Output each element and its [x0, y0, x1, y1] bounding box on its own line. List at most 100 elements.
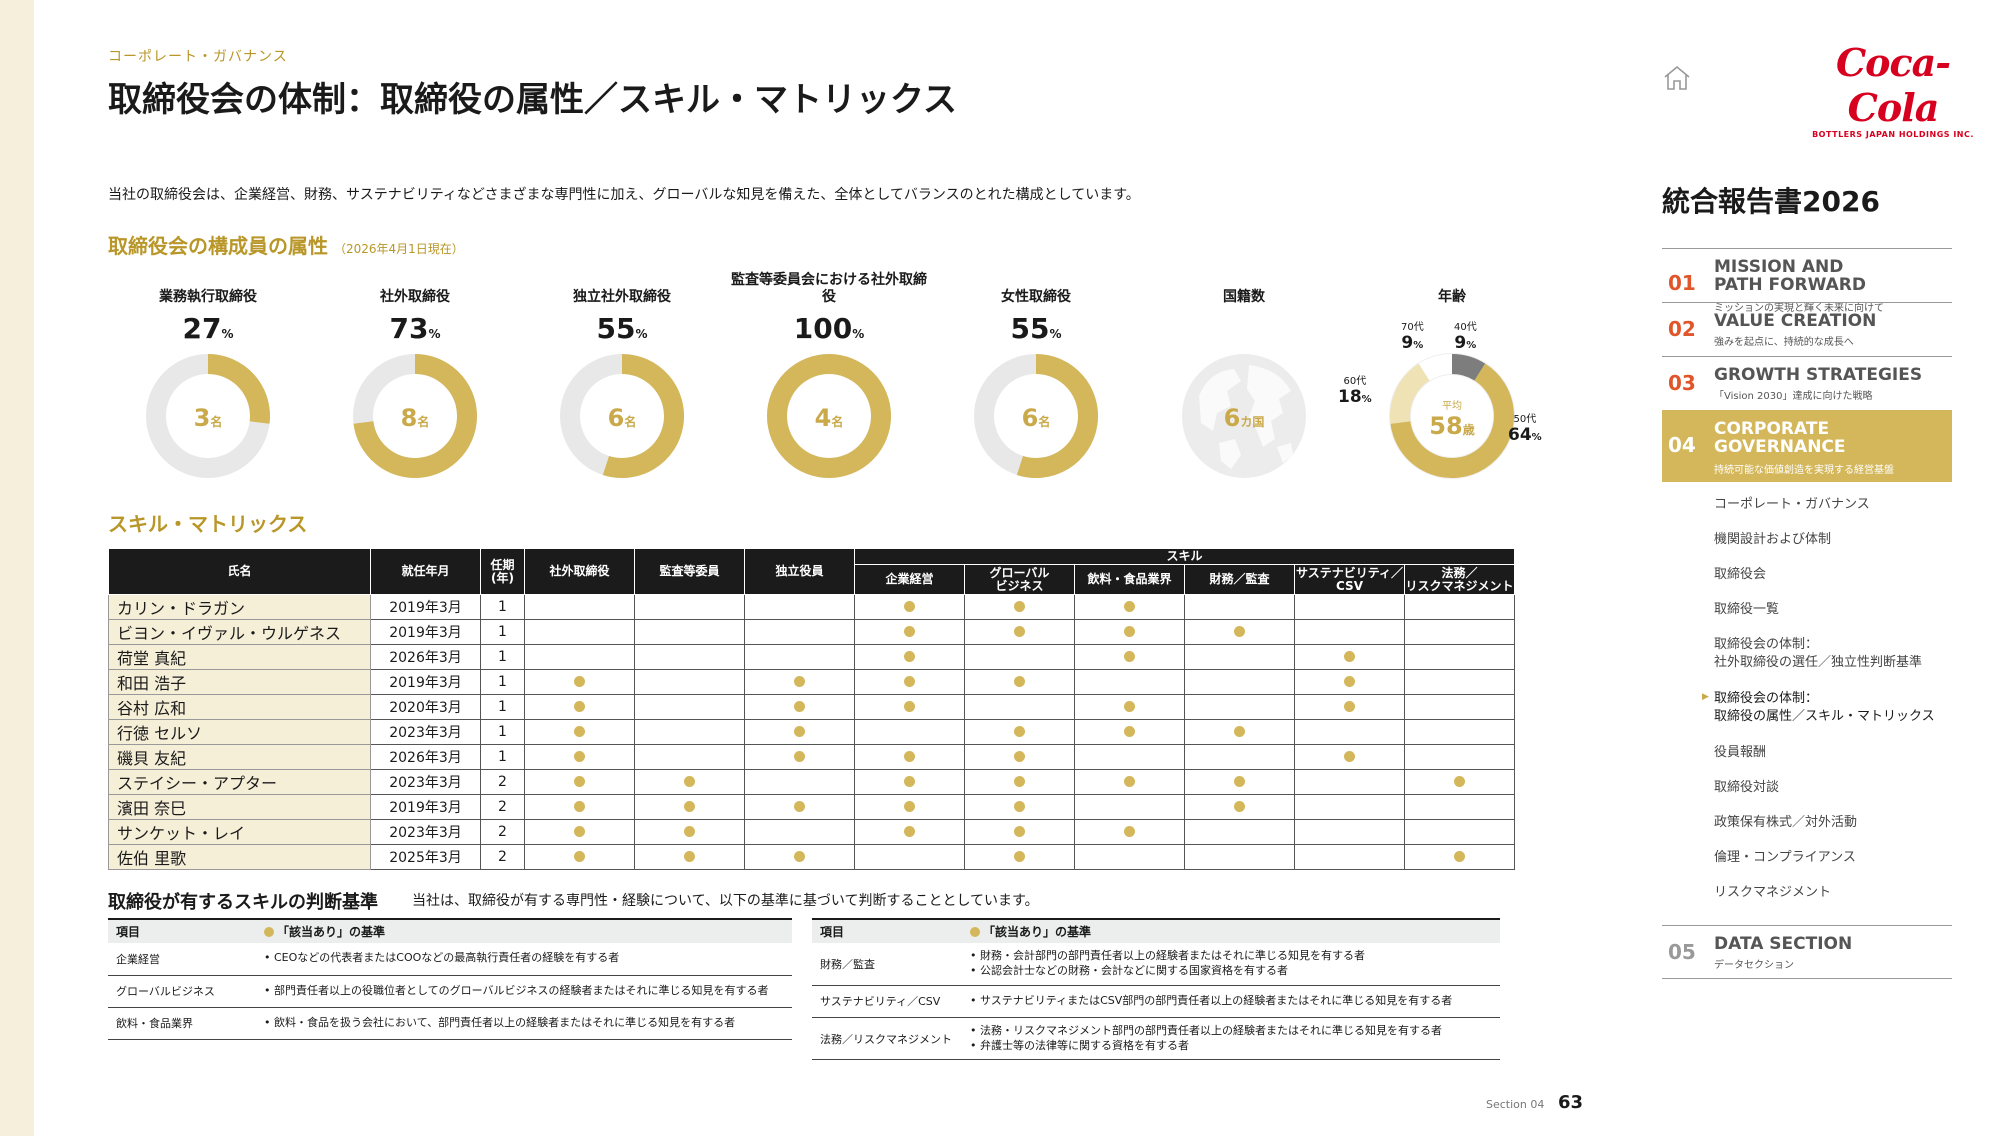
appointment-date: 2025年3月: [370, 844, 481, 870]
director-name: 行徳 セルソ: [108, 719, 371, 745]
check-dot-icon: [574, 851, 585, 862]
nav-section-04[interactable]: 04 CORPORATE GOVERNANCE 持続可能な価値創造を実現する経営基盤: [1662, 410, 1952, 482]
age-60s-value: 18: [1338, 387, 1362, 407]
check-dot-icon: [904, 601, 915, 612]
company-logo[interactable]: Coca-Cola BOTTLERS JAPAN HOLDINGS INC.: [1808, 40, 1978, 139]
nav-subitem[interactable]: ▶ 取締役会の体制： 取締役の属性／スキル・マトリックス: [1662, 690, 1952, 744]
director-name: 和田 浩子: [108, 669, 371, 695]
matrix-cell: [744, 694, 855, 720]
nav-section-01[interactable]: 01 MISSION AND PATH FORWARD ミッションの実現と輝く未来に…: [1662, 248, 1952, 314]
table-row: ビヨン・イヴァル・ウルゲネス 2019年3月 1: [108, 619, 1515, 645]
appointment-date: 2019年3月: [370, 594, 481, 620]
tenure: 1: [480, 744, 525, 770]
matrix-cell: [744, 644, 855, 670]
matrix-cell: [524, 644, 635, 670]
attribute-percent-value: 55: [596, 312, 636, 345]
matrix-cell: [524, 794, 635, 820]
nav-subitem[interactable]: 取締役会: [1662, 566, 1952, 601]
age-70s-name: 70代: [1401, 322, 1424, 333]
matrix-cell: [1294, 794, 1405, 820]
matrix-cell: [964, 594, 1075, 620]
criteria-basis-line: • 部門責任者以上の役職位者としてのグローバルビジネスの経験者またはそれに準じる…: [264, 983, 769, 997]
nav-subitem[interactable]: 役員報酬: [1662, 744, 1952, 779]
matrix-cell: [744, 669, 855, 695]
matrix-cell: [524, 594, 635, 620]
matrix-cell: [1074, 644, 1185, 670]
matrix-cell: [1074, 669, 1185, 695]
nav-subitem-label: 役員報酬: [1714, 745, 1767, 760]
matrix-cell: [1294, 694, 1405, 720]
nav-subitem[interactable]: 政策保有株式／対外活動: [1662, 814, 1952, 849]
age-40s-value: 9: [1454, 333, 1467, 353]
nav-subitem[interactable]: 取締役会の体制： 社外取締役の選任／独立性判断基準: [1662, 636, 1952, 690]
nav-subitem-label: 倫理・コンプライアンス: [1714, 850, 1856, 865]
director-name: 谷村 広和: [108, 694, 371, 720]
check-dot-icon: [1014, 751, 1025, 762]
criteria-col-basis-label: 「該当あり」の基準: [277, 925, 386, 939]
svg-text:58歳: 58歳: [1429, 412, 1474, 440]
matrix-cell: [524, 769, 635, 795]
check-dot-icon: [684, 801, 695, 812]
age-50s-label: 50代 64%: [1508, 410, 1542, 445]
nav-section-02[interactable]: 02 VALUE CREATION 強みを起点に、持続的な成長へ: [1662, 302, 1952, 356]
criteria-item: 飲料・食品業界: [108, 1007, 256, 1040]
check-dot-icon: [904, 626, 915, 637]
appointment-date: 2026年3月: [370, 644, 481, 670]
attribute-label: 監査等委員会における社外取締役: [731, 272, 927, 306]
age-50s-value: 64: [1508, 425, 1532, 445]
attribute-label: 女性取締役: [1001, 289, 1071, 306]
criteria-basis-line: • 弁護士等の法律等に関する資格を有する者: [970, 1038, 1189, 1052]
attribute-donut: 女性取締役 55% 6名: [936, 270, 1136, 481]
matrix-cell: [1294, 594, 1405, 620]
criteria-row: 飲料・食品業界 • 飲料・食品を扱う会社において、部門責任者以上の経験者またはそれ…: [108, 1007, 792, 1040]
criteria-col-basis-label: 「該当あり」の基準: [983, 925, 1092, 939]
matrix-cell: [1404, 844, 1515, 870]
nav-section-subtitle: 持続可能な価値創造を実現する経営基盤: [1714, 465, 1894, 476]
attribute-percent: 73%: [315, 312, 515, 345]
matrix-cell: [964, 794, 1075, 820]
nav-subitem[interactable]: 取締役対談: [1662, 779, 1952, 814]
nav-section-05[interactable]: 05 DATA SECTION データセクション: [1662, 925, 1952, 979]
check-dot-icon: [1454, 851, 1465, 862]
criteria-title: 取締役が有するスキルの判断基準: [108, 892, 378, 913]
director-name: 荷堂 真紀: [108, 644, 371, 670]
matrix-cell: [744, 794, 855, 820]
matrix-cell: [854, 644, 965, 670]
home-icon[interactable]: [1662, 64, 1692, 92]
director-name: ステイシー・アプター: [108, 769, 371, 795]
nav-subitem-label: コーポレート・ガバナンス: [1714, 497, 1870, 512]
matrix-cell: [1404, 744, 1515, 770]
matrix-cell: [964, 744, 1075, 770]
matrix-cell: [1184, 719, 1295, 745]
nav-subitem[interactable]: 取締役一覧: [1662, 601, 1952, 636]
appointment-date: 2023年3月: [370, 819, 481, 845]
matrix-cell: [964, 769, 1075, 795]
table-row: 濱田 奈巳 2019年3月 2: [108, 794, 1515, 820]
current-arrow-icon: ▶: [1702, 692, 1709, 702]
nationality-unit: カ国: [1240, 415, 1264, 429]
pct-unit: %: [1361, 394, 1372, 405]
skill-matrix-heading: スキル・マトリックス: [108, 512, 308, 536]
donut-count: 4: [815, 404, 832, 432]
nav-subitem[interactable]: コーポレート・ガバナンス: [1662, 496, 1952, 531]
criteria-table-left: 項目 「該当あり」の基準 企業経営 • CEOなどの代表者またはCOOなどの最高執…: [108, 918, 792, 1040]
nav-subitem[interactable]: 機関設計および体制: [1662, 531, 1952, 566]
check-dot-icon: [1014, 776, 1025, 787]
matrix-cell: [1404, 719, 1515, 745]
donut-count: 6: [608, 404, 625, 432]
nav-subitem[interactable]: 倫理・コンプライアンス: [1662, 849, 1952, 884]
matrix-cell: [524, 819, 635, 845]
matrix-cell: [1184, 794, 1295, 820]
matrix-cell: [1294, 619, 1405, 645]
criteria-row: グローバルビジネス • 部門責任者以上の役職位者としてのグローバルビジネスの経験者…: [108, 975, 792, 1008]
table-row: 磯貝 友紀 2026年3月 1: [108, 744, 1515, 770]
matrix-cell: [854, 744, 965, 770]
nav-section-subtitle: データセクション: [1714, 960, 1794, 971]
matrix-cell: [854, 619, 965, 645]
nav-subitem[interactable]: リスクマネジメント: [1662, 884, 1952, 919]
matrix-cell: [1074, 744, 1185, 770]
nav-section-03[interactable]: 03 GROWTH STRATEGIES 「Vision 2030」達成に向けた戦略: [1662, 356, 1952, 410]
criteria-basis: • 法務・リスクマネジメント部門の部門責任者以上の経験者またはそれに準じる知見を…: [962, 1017, 1500, 1061]
attribute-label: 社外取締役: [380, 289, 450, 306]
criteria-item: 財務／監査: [812, 943, 962, 986]
